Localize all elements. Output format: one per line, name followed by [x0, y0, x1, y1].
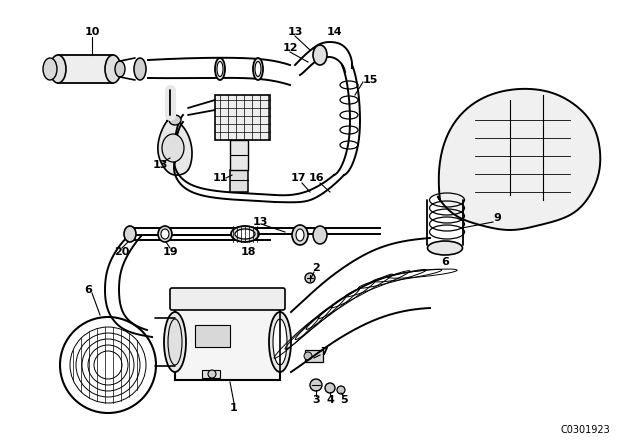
Text: 12: 12 [282, 43, 298, 53]
Text: 20: 20 [115, 247, 130, 257]
Bar [175, 305, 280, 380]
Ellipse shape [115, 61, 125, 77]
Ellipse shape [313, 226, 327, 244]
Text: 13: 13 [152, 160, 168, 170]
Circle shape [88, 345, 128, 385]
Ellipse shape [168, 319, 182, 365]
Polygon shape [158, 119, 192, 175]
Circle shape [70, 327, 146, 403]
Circle shape [310, 379, 322, 391]
Circle shape [305, 273, 315, 283]
Circle shape [208, 370, 216, 378]
Circle shape [94, 351, 122, 379]
FancyBboxPatch shape [170, 288, 285, 310]
Ellipse shape [428, 241, 463, 255]
Ellipse shape [253, 58, 263, 80]
Bar [230, 140, 248, 170]
Text: 10: 10 [84, 27, 100, 37]
Text: 2: 2 [312, 263, 320, 273]
Bar [195, 325, 230, 347]
Polygon shape [438, 89, 600, 230]
Text: 6: 6 [441, 257, 449, 267]
Bar [305, 350, 323, 362]
Text: 11: 11 [212, 173, 228, 183]
Ellipse shape [235, 229, 255, 239]
Text: 13: 13 [287, 27, 303, 37]
Bar [58, 55, 113, 83]
Text: 7: 7 [320, 347, 328, 357]
Ellipse shape [105, 55, 121, 83]
Text: 6: 6 [84, 285, 92, 295]
Text: 17: 17 [291, 173, 306, 183]
Ellipse shape [255, 61, 261, 77]
Text: 3: 3 [312, 395, 320, 405]
Text: 16: 16 [308, 173, 324, 183]
Ellipse shape [134, 58, 146, 80]
Ellipse shape [50, 55, 66, 83]
Ellipse shape [124, 226, 136, 242]
Text: 1: 1 [230, 403, 238, 413]
Ellipse shape [313, 45, 327, 65]
Ellipse shape [292, 225, 308, 245]
Circle shape [325, 383, 335, 393]
Ellipse shape [231, 226, 259, 242]
Circle shape [337, 386, 345, 394]
Bar [215, 95, 270, 140]
Bar [230, 170, 248, 192]
Text: 15: 15 [362, 75, 378, 85]
Text: 14: 14 [327, 27, 343, 37]
Ellipse shape [296, 229, 304, 241]
Text: 18: 18 [240, 247, 256, 257]
Ellipse shape [215, 58, 225, 80]
Text: 4: 4 [326, 395, 334, 405]
Ellipse shape [161, 229, 169, 239]
Ellipse shape [273, 319, 287, 365]
Circle shape [304, 352, 312, 360]
Ellipse shape [169, 115, 181, 125]
Text: C0301923: C0301923 [560, 425, 610, 435]
Circle shape [60, 317, 156, 413]
Ellipse shape [158, 226, 172, 242]
Text: 9: 9 [493, 213, 501, 223]
Text: 19: 19 [162, 247, 178, 257]
Bar [202, 370, 220, 378]
Ellipse shape [217, 61, 223, 77]
Circle shape [82, 339, 134, 391]
Ellipse shape [164, 312, 186, 372]
Ellipse shape [43, 58, 57, 80]
Ellipse shape [269, 312, 291, 372]
Ellipse shape [162, 134, 184, 162]
Text: 5: 5 [340, 395, 348, 405]
Text: 13: 13 [252, 217, 268, 227]
Circle shape [76, 333, 140, 397]
